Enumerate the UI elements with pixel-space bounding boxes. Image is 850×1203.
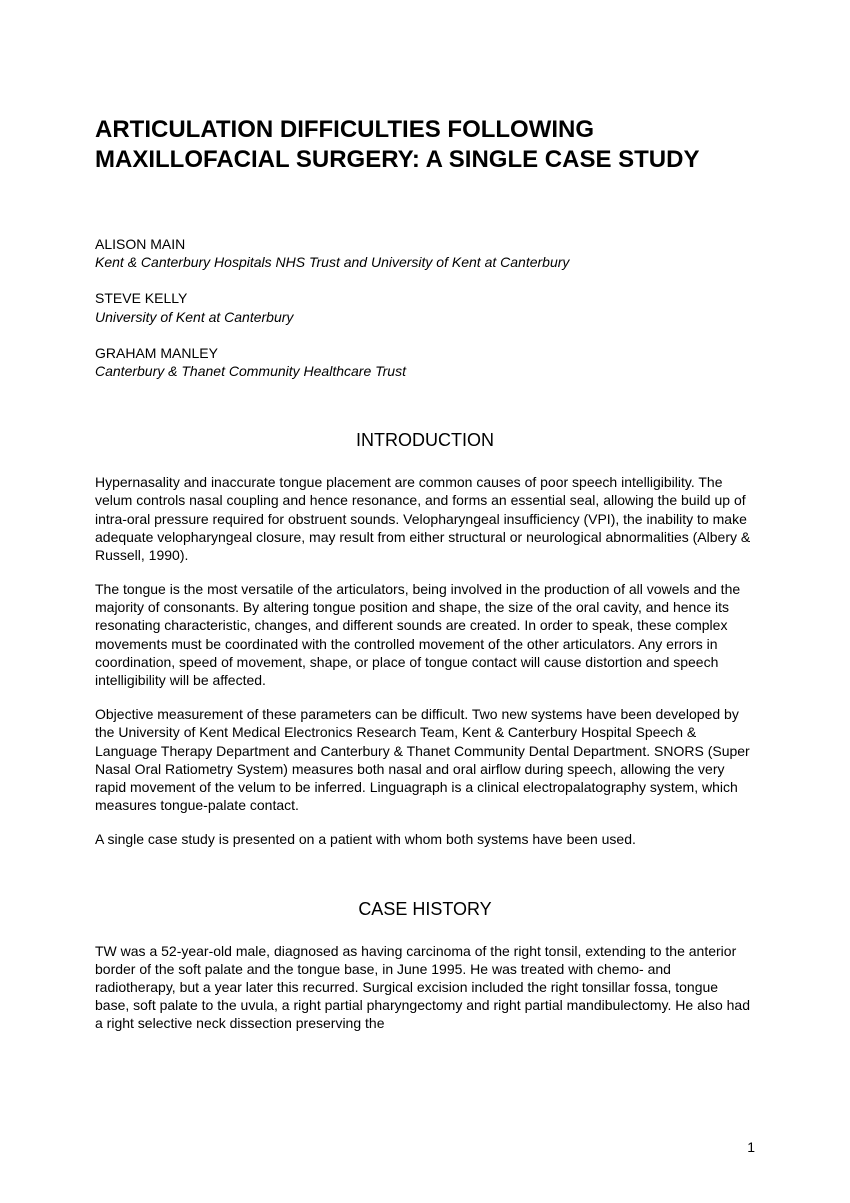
section-heading-introduction: INTRODUCTION bbox=[95, 430, 755, 451]
section-heading-case-history: CASE HISTORY bbox=[95, 899, 755, 920]
paper-title: ARTICULATION DIFFICULTIES FOLLOWING MAXI… bbox=[95, 115, 755, 175]
author-name: GRAHAM MANLEY bbox=[95, 344, 755, 362]
body-paragraph: Objective measurement of these parameter… bbox=[95, 705, 755, 814]
body-paragraph: TW was a 52-year-old male, diagnosed as … bbox=[95, 942, 755, 1033]
author-block-0: ALISON MAIN Kent & Canterbury Hospitals … bbox=[95, 235, 755, 271]
author-name: STEVE KELLY bbox=[95, 289, 755, 307]
author-affiliation: Canterbury & Thanet Community Healthcare… bbox=[95, 362, 755, 380]
author-block-2: GRAHAM MANLEY Canterbury & Thanet Commun… bbox=[95, 344, 755, 380]
body-paragraph: Hypernasality and inaccurate tongue plac… bbox=[95, 473, 755, 564]
author-block-1: STEVE KELLY University of Kent at Canter… bbox=[95, 289, 755, 325]
author-affiliation: University of Kent at Canterbury bbox=[95, 308, 755, 326]
page-number: 1 bbox=[747, 1139, 755, 1155]
author-name: ALISON MAIN bbox=[95, 235, 755, 253]
body-paragraph: The tongue is the most versatile of the … bbox=[95, 580, 755, 689]
body-paragraph: A single case study is presented on a pa… bbox=[95, 830, 755, 848]
author-affiliation: Kent & Canterbury Hospitals NHS Trust an… bbox=[95, 253, 755, 271]
